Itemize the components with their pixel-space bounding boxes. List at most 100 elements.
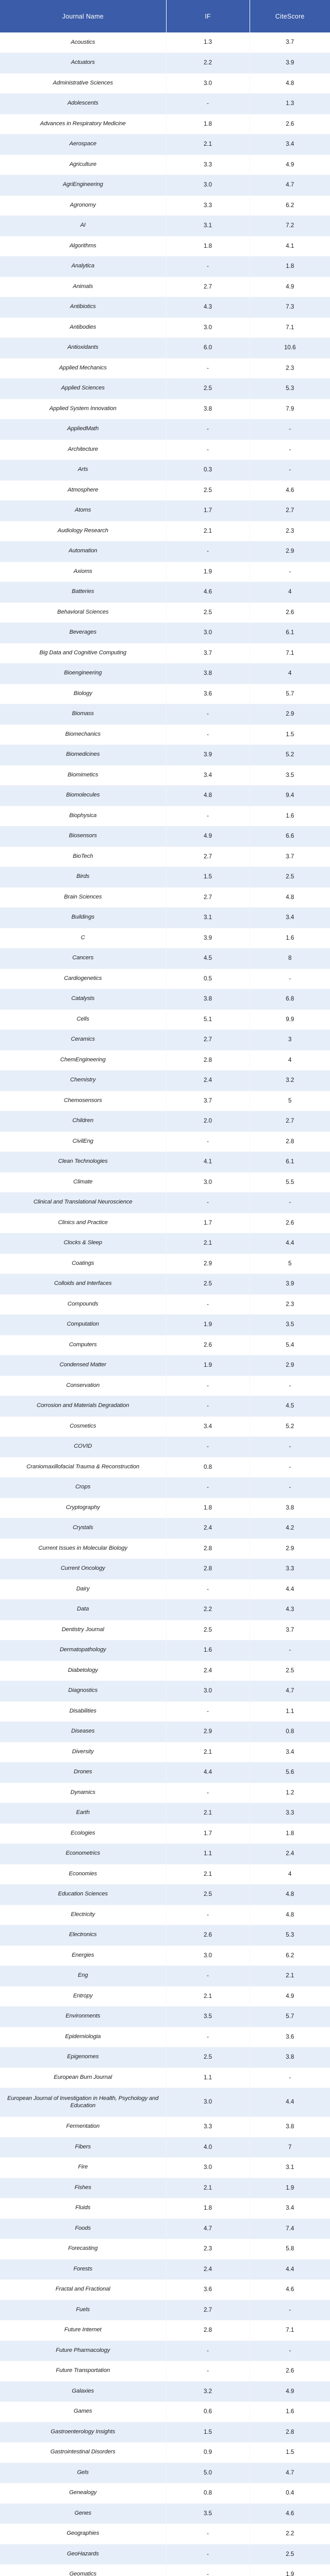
if-cell: 2.6 bbox=[166, 1925, 250, 1946]
if-cell: 3.9 bbox=[166, 744, 250, 766]
journal-name-cell: Craniomaxillofacial Trauma & Reconstruct… bbox=[0, 1457, 167, 1478]
if-cell: 2.2 bbox=[166, 1599, 250, 1620]
journal-name-cell: Gastrointestinal Disorders bbox=[0, 2442, 167, 2463]
journal-name-cell: ChemEngineering bbox=[0, 1050, 167, 1071]
citescore-cell: 4.2 bbox=[250, 1518, 330, 1539]
table-row: Epidemiologia -3.6 bbox=[0, 2027, 330, 2047]
citescore-cell: 5.7 bbox=[250, 684, 330, 704]
journal-name-cell: Crops bbox=[0, 1477, 167, 1498]
journal-name-cell: Applied Mechanics bbox=[0, 358, 167, 379]
table-row: Biophysica -1.6 bbox=[0, 806, 330, 826]
column-header-journal-name[interactable]: Journal Name bbox=[0, 0, 167, 32]
citescore-cell: 1.5 bbox=[250, 724, 330, 745]
journal-name-cell: Geographies bbox=[0, 2523, 167, 2545]
if-cell: - bbox=[166, 1131, 250, 1152]
journal-name-cell: Ecologies bbox=[0, 1823, 167, 1844]
table-row: Energies 3.0 6.2 bbox=[0, 1945, 330, 1966]
table-row: Data 2.2 4.3 bbox=[0, 1599, 330, 1620]
journal-name-cell: Forecasting bbox=[0, 2239, 167, 2260]
table-row: Compounds -2.3 bbox=[0, 1294, 330, 1315]
citescore-cell: 1.1 bbox=[250, 1701, 330, 1722]
if-cell: 2.5 bbox=[166, 1274, 250, 1295]
if-cell: 6.0 bbox=[166, 337, 250, 359]
citescore-cell: 2.7 bbox=[250, 500, 330, 521]
journal-name-cell: Dynamics bbox=[0, 1783, 167, 1803]
citescore-cell: 1.3 bbox=[250, 93, 330, 114]
journal-name-cell: Econometrics bbox=[0, 1843, 167, 1865]
table-row: Entropy 2.1 4.9 bbox=[0, 1986, 330, 2007]
table-body: Acoustics 1.3 3.7 Actuators 2.2 3.9 Administra… bbox=[0, 32, 330, 2576]
if-cell: 1.5 bbox=[166, 867, 250, 888]
citescore-cell: 1.9 bbox=[250, 2178, 330, 2198]
table-row: Axioms 1.9- bbox=[0, 562, 330, 582]
citescore-cell: 4 bbox=[250, 1050, 330, 1071]
if-cell: 3.0 bbox=[166, 2088, 250, 2117]
citescore-cell: 4.6 bbox=[250, 2279, 330, 2300]
if-cell: 2.5 bbox=[166, 602, 250, 623]
if-cell: 2.1 bbox=[166, 1803, 250, 1824]
if-cell: 4.5 bbox=[166, 948, 250, 969]
table-row: Batteries 4.6 4 bbox=[0, 582, 330, 603]
if-cell: - bbox=[166, 2564, 250, 2576]
column-header-if[interactable]: IF bbox=[166, 0, 250, 32]
table-row: Applied System Innovation 3.8 7.9 bbox=[0, 399, 330, 419]
journal-name-cell: AI bbox=[0, 215, 167, 236]
journal-name-cell: Conservation bbox=[0, 1376, 167, 1396]
if-cell: 1.8 bbox=[166, 1498, 250, 1518]
table-row: Cosmetics 3.4 5.2 bbox=[0, 1416, 330, 1437]
citescore-cell: 4.6 bbox=[250, 480, 330, 501]
column-header-citescore[interactable]: CiteScore bbox=[250, 0, 330, 32]
table-row: Atoms 1.7 2.7 bbox=[0, 500, 330, 521]
table-row: Coatings 2.9 5 bbox=[0, 1253, 330, 1274]
citescore-cell: 7 bbox=[250, 2137, 330, 2158]
citescore-cell: 2.3 bbox=[250, 1294, 330, 1315]
journal-name-cell: Games bbox=[0, 2401, 167, 2422]
table-row: Fluids 1.8 3.4 bbox=[0, 2198, 330, 2219]
table-row: Birds 1.5 2.5 bbox=[0, 867, 330, 888]
if-cell: 2.5 bbox=[166, 1884, 250, 1905]
citescore-cell: 1.6 bbox=[250, 2401, 330, 2422]
journal-name-cell: Actuators bbox=[0, 53, 167, 74]
journal-name-cell: Diagnostics bbox=[0, 1681, 167, 1702]
journal-name-cell: Cryptography bbox=[0, 1498, 167, 1518]
citescore-cell: - bbox=[250, 460, 330, 481]
citescore-cell: 0.8 bbox=[250, 1721, 330, 1742]
if-cell: - bbox=[166, 1965, 250, 1987]
if-cell: - bbox=[166, 1294, 250, 1315]
journal-name-cell: Chemosensors bbox=[0, 1091, 167, 1111]
citescore-cell: 2.8 bbox=[250, 1131, 330, 1152]
citescore-cell: 3.4 bbox=[250, 1742, 330, 1762]
if-cell: 4.8 bbox=[166, 785, 250, 806]
if-cell: 0.6 bbox=[166, 2401, 250, 2422]
citescore-cell: 10.6 bbox=[250, 337, 330, 359]
citescore-cell: 5 bbox=[250, 1253, 330, 1274]
if-cell: 2.4 bbox=[166, 1070, 250, 1091]
if-cell: 2.8 bbox=[166, 1050, 250, 1071]
citescore-cell: 3.8 bbox=[250, 1498, 330, 1518]
citescore-cell: 2.4 bbox=[250, 1843, 330, 1865]
journal-name-cell: Biomedicines bbox=[0, 744, 167, 766]
if-cell: 4.7 bbox=[166, 2218, 250, 2239]
citescore-cell: 3.4 bbox=[250, 2198, 330, 2219]
if-cell: 3.6 bbox=[166, 684, 250, 704]
table-row: Corrosion and Materials Degradation -4.5 bbox=[0, 1396, 330, 1417]
if-cell: 3.9 bbox=[166, 928, 250, 948]
if-cell: 4.0 bbox=[166, 2137, 250, 2158]
table-header-row: Journal Name IF CiteScore bbox=[0, 0, 330, 32]
table-row: Cardiogenetics 0.5- bbox=[0, 969, 330, 989]
journal-name-cell: Aerospace bbox=[0, 134, 167, 155]
if-cell: 0.8 bbox=[166, 2483, 250, 2504]
table-row: Climate 3.0 5.5 bbox=[0, 1172, 330, 1193]
table-row: Eng -2.1 bbox=[0, 1965, 330, 1987]
journal-name-cell: Fractal and Fractional bbox=[0, 2279, 167, 2300]
citescore-cell: 5.4 bbox=[250, 1335, 330, 1355]
table-row: Chemosensors 3.7 5 bbox=[0, 1091, 330, 1111]
journal-name-cell: Biosensors bbox=[0, 826, 167, 847]
if-cell: - bbox=[166, 541, 250, 562]
table-row: Fuels 2.7- bbox=[0, 2300, 330, 2320]
table-row: Clinical and Translational Neuroscience -… bbox=[0, 1192, 330, 1213]
journal-name-cell: Advances in Respiratory Medicine bbox=[0, 114, 167, 134]
table-row: Behavioral Sciences 2.5 2.6 bbox=[0, 602, 330, 623]
citescore-cell: 2.2 bbox=[250, 2523, 330, 2545]
citescore-cell: 3.2 bbox=[250, 1070, 330, 1091]
